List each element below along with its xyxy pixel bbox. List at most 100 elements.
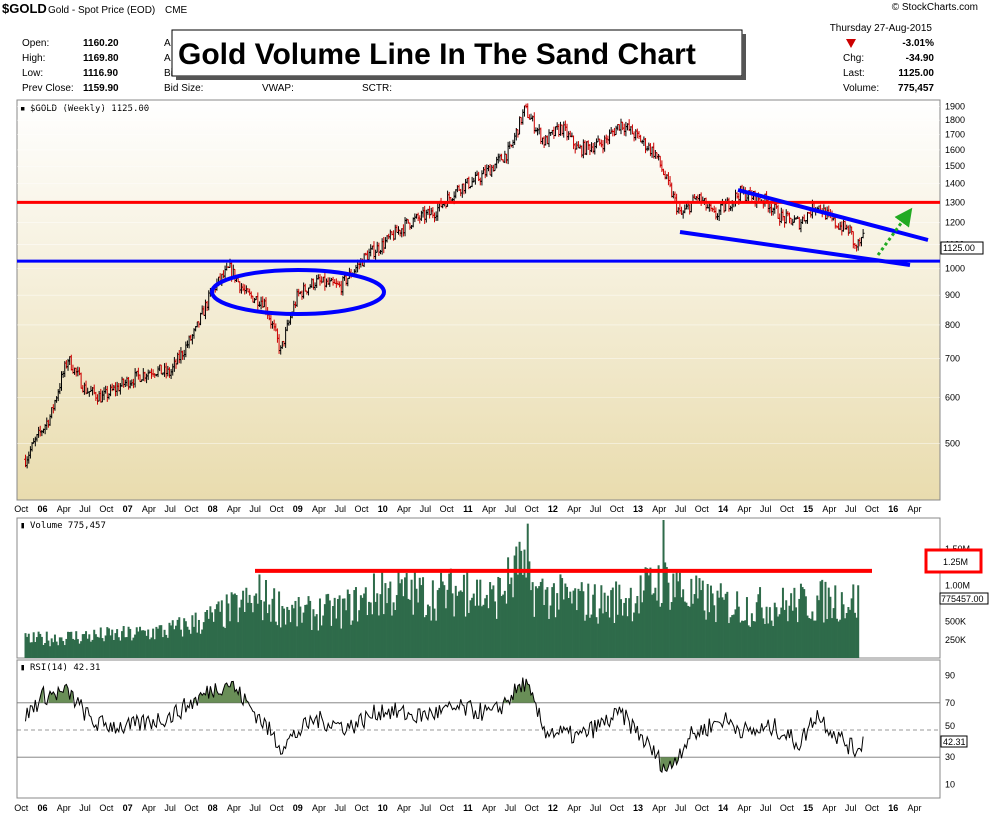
- volume-bar: [791, 610, 794, 658]
- volume-bar: [554, 617, 557, 658]
- volume-bar: [546, 587, 549, 658]
- volume-bar: [484, 598, 487, 658]
- volume-bar: [829, 596, 832, 658]
- volume-bar: [541, 578, 544, 658]
- x-tick-label: 12: [548, 803, 558, 813]
- volume-bar: [585, 614, 588, 658]
- x-tick-label: Jul: [420, 504, 432, 514]
- volume-bar: [827, 587, 830, 658]
- volume-bar: [436, 590, 439, 658]
- stat-value: 1160.20: [83, 38, 119, 49]
- volume-bar: [268, 604, 271, 658]
- volume-bar: [358, 610, 361, 658]
- volume-bar: [734, 609, 737, 658]
- volume-bar: [353, 590, 356, 658]
- volume-bar: [624, 598, 627, 658]
- volume-bar: [45, 631, 48, 658]
- rsi-panel-bg: [16, 659, 941, 799]
- volume-bar: [706, 583, 709, 658]
- stat-label: Chg:: [843, 53, 864, 64]
- volume-bar: [112, 639, 115, 658]
- price-tick-label: 500: [945, 439, 960, 449]
- volume-bar: [575, 610, 578, 658]
- x-tick-label: Oct: [525, 504, 540, 514]
- volume-bar: [389, 581, 392, 658]
- volume-bar: [685, 602, 688, 658]
- price-panel-bg: [16, 99, 941, 501]
- volume-bar: [381, 570, 384, 658]
- volume-bar: [531, 582, 534, 658]
- volume-bar: [186, 626, 189, 658]
- x-tick-label: Jul: [164, 504, 176, 514]
- volume-bar: [166, 637, 169, 658]
- volume-bar: [826, 619, 829, 658]
- volume-bar: [330, 625, 333, 658]
- volume-bar: [35, 637, 38, 658]
- volume-bar: [264, 580, 267, 658]
- x-tick-label: Apr: [737, 803, 751, 813]
- volume-bar: [176, 619, 179, 658]
- stat-label: SCTR:: [362, 83, 392, 94]
- x-tick-label: Oct: [865, 504, 880, 514]
- volume-bar: [605, 611, 608, 658]
- volume-bar: [688, 606, 691, 658]
- volume-bar: [63, 645, 66, 658]
- rsi-panel-title: RSI(14) 42.31: [30, 663, 100, 673]
- price-tick-label: 1700: [945, 130, 965, 140]
- volume-bar: [765, 606, 768, 658]
- volume-bar: [793, 587, 796, 658]
- volume-bar: [742, 620, 745, 658]
- volume-bar: [304, 604, 307, 658]
- volume-bar: [592, 594, 595, 658]
- last-price-value: 1125.00: [943, 243, 975, 253]
- stat-label: Prev Close:: [22, 83, 74, 94]
- volume-bar: [80, 641, 83, 658]
- volume-bar: [191, 615, 194, 658]
- volume-bar: [451, 593, 454, 658]
- x-tick-label: 15: [803, 803, 813, 813]
- volume-tick-label: 1.00M: [945, 580, 970, 590]
- rsi-tick-label: 50: [945, 721, 955, 731]
- volume-bar: [363, 593, 366, 658]
- volume-bar: [616, 614, 619, 658]
- x-tick-label: 11: [463, 504, 473, 514]
- volume-bar: [368, 601, 371, 658]
- volume-bar: [513, 555, 516, 658]
- volume-bar: [32, 632, 35, 658]
- rsi-extreme-fill: [198, 681, 242, 703]
- volume-bar: [798, 598, 801, 658]
- x-tick-label: Apr: [482, 504, 496, 514]
- x-tick-label: Jul: [249, 803, 261, 813]
- volume-bar: [332, 606, 335, 658]
- volume-bar: [171, 620, 174, 658]
- volume-bar: [86, 638, 89, 658]
- volume-bar: [777, 616, 780, 658]
- volume-bar: [762, 618, 765, 658]
- volume-bar: [472, 593, 475, 658]
- volume-bar: [763, 623, 766, 658]
- volume-bar: [271, 598, 274, 658]
- price-y-axis: 5006007008009001000110012001300140015001…: [945, 102, 965, 449]
- volume-bar: [425, 615, 428, 658]
- volume-bar: [507, 557, 510, 658]
- volume-bar: [157, 628, 160, 658]
- volume-bar: [143, 630, 146, 658]
- volume-bar: [135, 627, 138, 658]
- volume-bar: [701, 580, 704, 658]
- volume-bar: [755, 602, 758, 658]
- price-tick-label: 900: [945, 290, 960, 300]
- stat-value: 775,457: [898, 83, 935, 94]
- volume-bar: [189, 633, 192, 658]
- x-tick-label: Oct: [525, 803, 540, 813]
- volume-bar: [371, 614, 374, 658]
- volume-bar: [188, 629, 191, 658]
- volume-bar: [543, 605, 546, 658]
- volume-bar: [204, 611, 207, 658]
- volume-bar: [796, 622, 799, 658]
- volume-bar: [294, 600, 297, 658]
- x-tick-label: Oct: [865, 803, 880, 813]
- volume-bar: [741, 620, 744, 658]
- volume-bar: [453, 616, 456, 658]
